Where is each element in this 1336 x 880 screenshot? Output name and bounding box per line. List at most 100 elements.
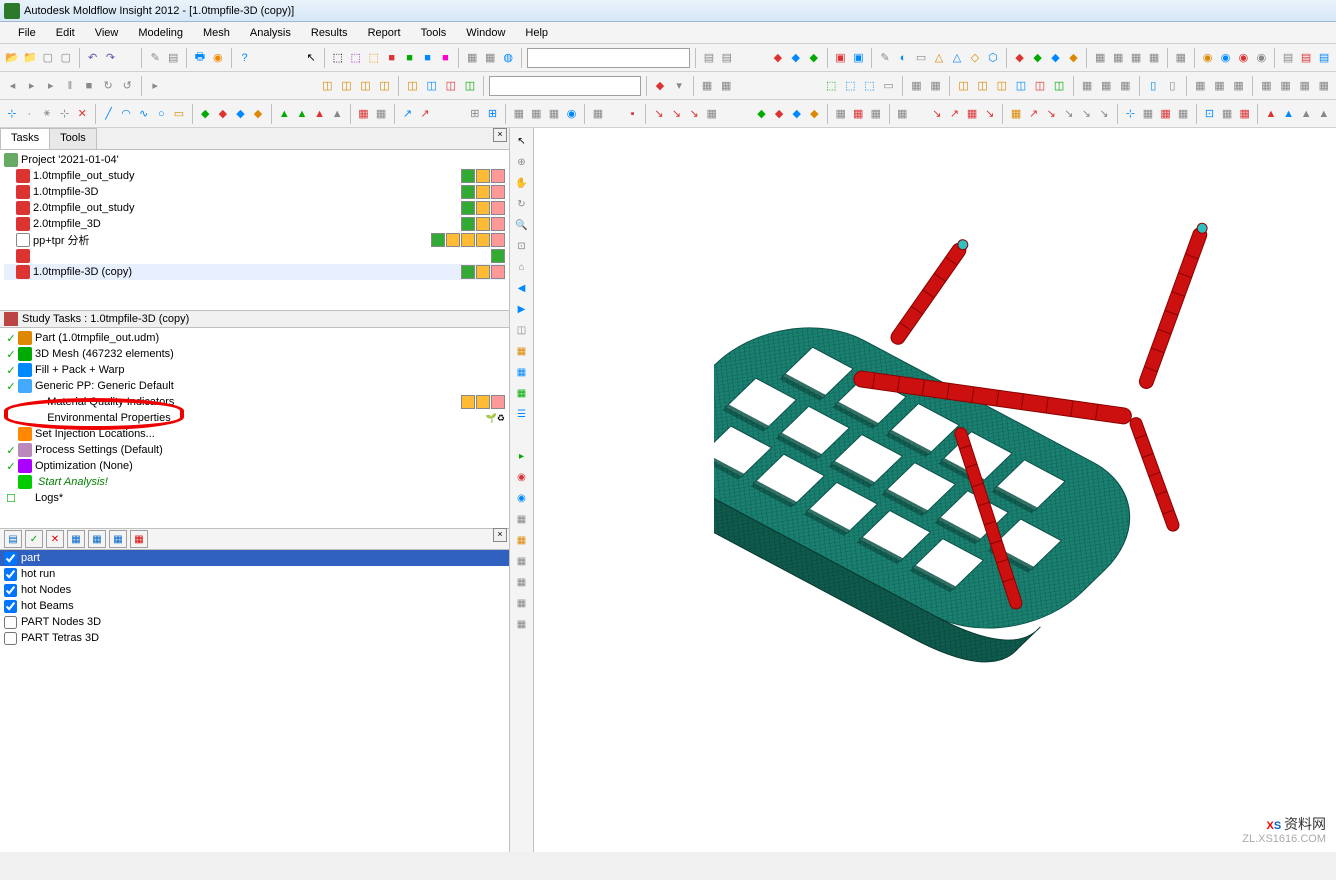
toolbar-button[interactable]: ◫ [319, 76, 336, 96]
toolbar-button[interactable]: ↘ [1043, 104, 1059, 124]
view-tool[interactable]: 🔍 [513, 216, 531, 234]
toolbar-button[interactable]: ⬚ [366, 48, 382, 68]
layer-row[interactable]: hot run [0, 566, 509, 582]
toolbar-button[interactable]: ▣ [850, 48, 866, 68]
toolbar-button[interactable]: ◫ [1012, 76, 1029, 96]
toolbar-button[interactable]: ↷ [103, 48, 119, 68]
toolbar-button[interactable]: ▭ [171, 104, 187, 124]
toolbar-button[interactable]: ▲ [1263, 104, 1279, 124]
study-item[interactable]: ✓Process Settings (Default) [4, 442, 505, 458]
toolbar-button[interactable]: ▤ [719, 48, 735, 68]
menu-results[interactable]: Results [301, 25, 358, 41]
toolbar-button[interactable]: ◐ [895, 48, 911, 68]
toolbar-button[interactable]: ▦ [1128, 48, 1144, 68]
view-tool[interactable]: ▸ [513, 447, 531, 465]
layer-row[interactable]: hot Beams [0, 598, 509, 614]
study-item[interactable]: ✓Fill + Pack + Warp [4, 362, 505, 378]
toolbar-button[interactable]: ⬚ [823, 76, 840, 96]
view-tool[interactable]: ▦ [513, 594, 531, 612]
view-tool[interactable]: ▦ [513, 552, 531, 570]
toolbar-button[interactable]: ▯ [1164, 76, 1181, 96]
toolbar-button[interactable]: ✎ [877, 48, 893, 68]
toolbar-button[interactable]: ↻ [100, 76, 117, 96]
toolbar-button[interactable]: ⬚ [348, 48, 364, 68]
toolbar-button[interactable]: ▪ [625, 104, 641, 124]
toolbar-button[interactable]: ◆ [1030, 48, 1046, 68]
study-item[interactable]: ☐Logs* [4, 490, 505, 506]
toolbar-button[interactable]: ◫ [461, 76, 478, 96]
toolbar-button[interactable]: ╱ [101, 104, 117, 124]
toolbar-button[interactable]: ◆ [754, 104, 770, 124]
toolbar-button[interactable]: ▦ [1230, 76, 1247, 96]
toolbar-button[interactable]: ◆ [806, 48, 822, 68]
toolbar-button[interactable]: ▲ [294, 104, 310, 124]
toolbar-button[interactable]: ◠ [118, 104, 134, 124]
toolbar-button[interactable]: ▭ [880, 76, 897, 96]
toolbar-button[interactable]: ▦ [1008, 104, 1024, 124]
toolbar-button[interactable]: ▦ [964, 104, 980, 124]
toolbar-button[interactable]: ◉ [1218, 48, 1234, 68]
toolbar-button[interactable]: ▦ [1158, 104, 1174, 124]
toolbar-button[interactable]: ↘ [982, 104, 998, 124]
project-tree[interactable]: Project '2021-01-04'1.0tmpfile_out_study… [0, 150, 509, 310]
menu-view[interactable]: View [85, 25, 129, 41]
view-tool[interactable]: ↻ [513, 195, 531, 213]
toolbar-combo[interactable] [527, 48, 690, 68]
toolbar-button[interactable]: ▾ [671, 76, 688, 96]
menu-window[interactable]: Window [456, 25, 515, 41]
toolbar-button[interactable]: ▤ [165, 48, 181, 68]
toolbar-button[interactable]: ‖ [61, 76, 78, 96]
study-tasks[interactable]: ✓Part (1.0tmpfile_out.udm)✓3D Mesh (4672… [0, 328, 509, 528]
toolbar-button[interactable]: ◆ [788, 48, 804, 68]
toolbar-button[interactable]: 📁 [22, 48, 38, 68]
tree-item[interactable]: 1.0tmpfile-3D (copy) [4, 264, 505, 280]
toolbar-button[interactable]: ◫ [338, 76, 355, 96]
toolbar-button[interactable]: ▦ [1098, 76, 1115, 96]
toolbar-button[interactable]: ↘ [651, 104, 667, 124]
view-tool[interactable]: ▶ [513, 300, 531, 318]
toolbar-button[interactable]: ↘ [1061, 104, 1077, 124]
toolbar-button[interactable]: ▯ [1145, 76, 1162, 96]
toolbar-button[interactable]: ▸ [42, 76, 59, 96]
tree-item[interactable]: 1.0tmpfile-3D [4, 184, 505, 200]
toolbar-button[interactable]: ▦ [1175, 104, 1191, 124]
toolbar-button[interactable]: ⬚ [842, 76, 859, 96]
study-item[interactable]: Start Analysis! [4, 474, 505, 490]
toolbar-button[interactable]: ⬚ [861, 76, 878, 96]
toolbar-button[interactable]: ▲ [1298, 104, 1314, 124]
toolbar-button[interactable]: ▦ [511, 104, 527, 124]
toolbar-button[interactable]: ◆ [651, 76, 668, 96]
toolbar-button[interactable]: ▦ [1079, 76, 1096, 96]
toolbar-button[interactable]: ▦ [704, 104, 720, 124]
toolbar-button[interactable]: ⊹ [4, 104, 20, 124]
toolbar-button[interactable]: ◆ [1066, 48, 1082, 68]
toolbar-button[interactable]: ◫ [955, 76, 972, 96]
toolbar-button[interactable]: ◫ [376, 76, 393, 96]
toolbar-button[interactable]: ◆ [789, 104, 805, 124]
toolbar-button[interactable]: ▣ [833, 48, 849, 68]
toolbar-button[interactable]: 🖶 [192, 48, 208, 68]
toolbar-button[interactable]: ▢ [58, 48, 74, 68]
view-tool[interactable]: ⌂ [513, 258, 531, 276]
view-tool[interactable]: ⊡ [513, 237, 531, 255]
toolbar-button[interactable]: ▦ [464, 48, 480, 68]
panel-close[interactable]: × [493, 128, 507, 142]
layer-check[interactable]: ✓ [25, 530, 43, 548]
toolbar-button[interactable]: ▦ [908, 76, 925, 96]
menu-report[interactable]: Report [358, 25, 411, 41]
layer-checkbox[interactable] [4, 600, 17, 613]
study-item[interactable]: ✓3D Mesh (467232 elements) [4, 346, 505, 362]
toolbar-button[interactable]: ▦ [1219, 104, 1235, 124]
layer-row[interactable]: PART Nodes 3D [0, 614, 509, 630]
toolbar-button[interactable]: ◆ [1012, 48, 1028, 68]
toolbar-button[interactable]: ◉ [564, 104, 580, 124]
view-tool[interactable]: ▦ [513, 384, 531, 402]
study-item[interactable]: Material Quality Indicators [4, 394, 505, 410]
toolbar-button[interactable]: ◍ [500, 48, 516, 68]
tree-item[interactable] [4, 248, 505, 264]
layer-checkbox[interactable] [4, 552, 17, 565]
toolbar-button[interactable]: ■ [420, 48, 436, 68]
toolbar-button[interactable]: ▦ [833, 104, 849, 124]
layer-del[interactable]: ✕ [46, 530, 64, 548]
layer-checkbox[interactable] [4, 616, 17, 629]
